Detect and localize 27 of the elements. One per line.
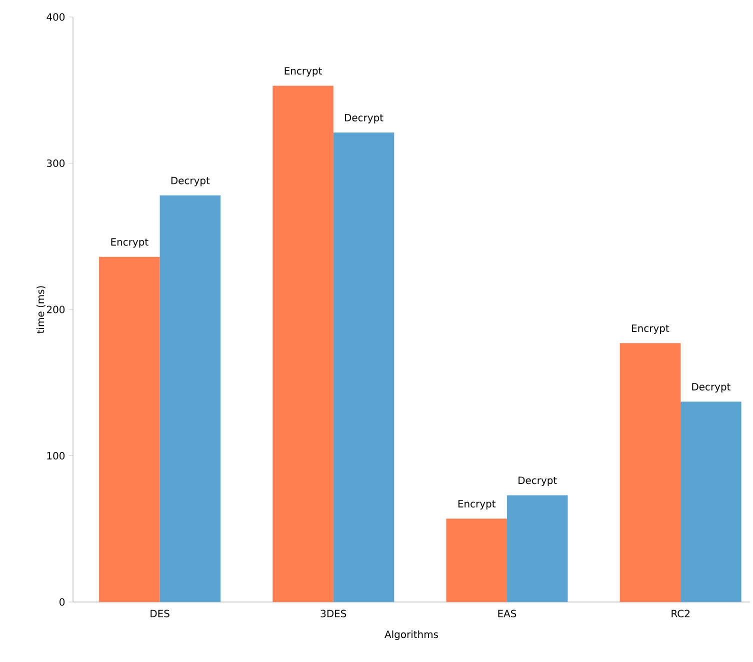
text: Decrypt [345,114,384,124]
bar [333,132,394,602]
y-tick-label: 0 [60,598,65,606]
text: Decrypt [518,476,557,486]
text: Encrypt [632,324,670,334]
x-tick-label: EAS [498,610,516,618]
x-tick-label: RC2 [672,610,690,618]
y-axis-title: time (ms) [36,286,46,334]
x-tick-label: 3DES [320,610,346,618]
series-label: Encrypt [458,500,496,510]
bar [506,495,568,602]
y-tick-label: 200 [46,306,65,314]
text: Encrypt [284,67,322,77]
series-label: Decrypt [171,176,210,186]
text: Decrypt [692,383,730,392]
x-tick-label: DES [150,610,170,618]
x-axis-title: Algorithms [384,630,438,640]
bar [160,195,221,602]
bar [272,86,334,602]
bar [99,256,160,602]
bar [680,402,742,602]
bar [620,343,681,602]
text: Encrypt [111,238,148,248]
y-tick-label: 100 [47,452,65,460]
bar [446,518,507,602]
y-tick-label: 300 [46,159,65,168]
y-tick-label: 400 [46,13,65,21]
